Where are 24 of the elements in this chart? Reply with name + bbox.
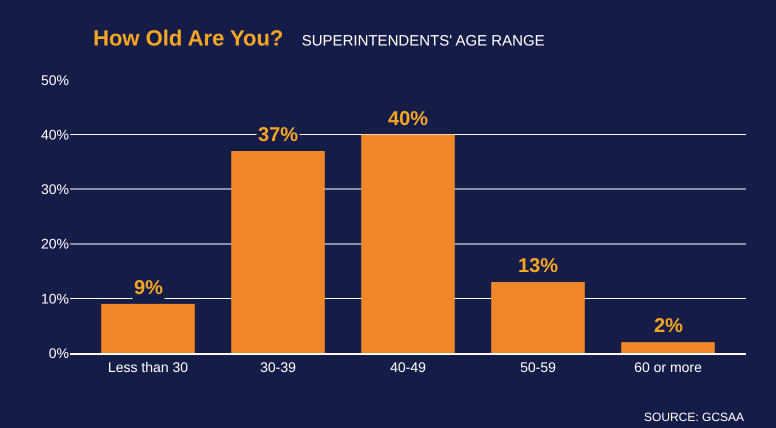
y-tick-label: 30% xyxy=(40,181,69,198)
chart-title: How Old Are You? xyxy=(93,25,284,50)
data-label: 9% xyxy=(134,277,164,299)
bar xyxy=(491,282,585,353)
y-tick-label: 40% xyxy=(40,126,69,142)
bar xyxy=(231,150,325,353)
data-label: 37% xyxy=(258,124,298,146)
chart-subtitle: SUPERINTENDENTS' AGE RANGE xyxy=(302,32,545,50)
data-label: 40% xyxy=(388,108,428,130)
bar xyxy=(101,304,195,353)
x-tick-label: Less than 30 xyxy=(108,358,188,375)
data-label: 13% xyxy=(518,255,558,277)
x-tick-label: 50-59 xyxy=(520,358,556,375)
bar xyxy=(621,342,715,353)
bar xyxy=(361,134,455,353)
y-tick-label: 10% xyxy=(40,290,69,306)
data-label: 2% xyxy=(654,315,684,337)
y-tick-label: 0% xyxy=(48,344,69,361)
x-tick-label: 40-49 xyxy=(390,358,426,375)
x-tick-label: 30-39 xyxy=(260,358,296,375)
y-tick-label: 20% xyxy=(40,236,69,252)
x-tick-label: 60 or more xyxy=(634,358,702,375)
source-note: SOURCE: GCSAA xyxy=(644,410,744,424)
y-tick-label: 50% xyxy=(40,72,69,88)
